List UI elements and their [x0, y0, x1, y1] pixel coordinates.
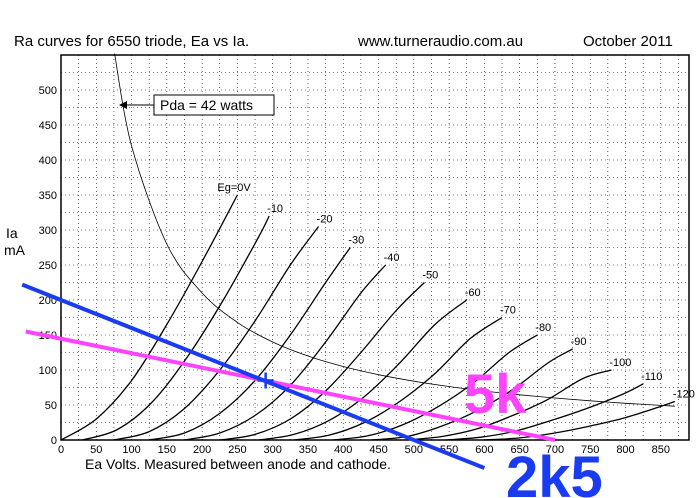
x-tick-label: 100 [122, 444, 140, 456]
x-tick-label: 500 [405, 444, 423, 456]
pda-arrowhead-icon [119, 101, 127, 109]
load-line [21, 282, 486, 470]
grid-curve-label: -20 [317, 214, 333, 226]
y-axis-label-ma: mA [4, 242, 26, 258]
load-line-2k5-label: 2k5 [506, 445, 603, 498]
x-axis-label: Ea Volts. Measured between anode and cat… [85, 456, 391, 472]
x-axis-ticks: 0 50 100 150 200 250 300 350 400 450 500 550 600 650 7… [58, 444, 670, 456]
x-tick-label: 850 [652, 444, 670, 456]
grid [61, 55, 689, 440]
grid-curve-label: Eg=0V [217, 182, 251, 194]
x-tick-label: 800 [616, 444, 634, 456]
grid-curve [258, 299, 468, 441]
y-tick-label: 100 [39, 365, 57, 377]
y-tick-label: 450 [39, 120, 57, 132]
load-lines [21, 282, 556, 470]
grid-curve-label: -80 [535, 322, 551, 334]
x-tick-label: 250 [228, 444, 246, 456]
y-axis-label-ia: Ia [6, 225, 18, 241]
grid-curve [332, 334, 538, 441]
grid-curve [484, 400, 676, 441]
grid-curve-label: -50 [422, 270, 438, 282]
y-tick-label: 400 [39, 155, 57, 167]
grid-curve-label: -90 [571, 336, 587, 348]
pda-curve [114, 53, 675, 407]
grid-curve-label: -10 [267, 203, 283, 215]
y-tick-label: 50 [45, 400, 57, 412]
grid-curve-label: -40 [384, 252, 400, 264]
operating-point-marker [257, 372, 274, 389]
x-tick-label: 300 [264, 444, 282, 456]
grid-curve [149, 247, 351, 441]
y-tick-label: 0 [51, 435, 57, 447]
grid-curve [293, 316, 503, 441]
load-line-5k-label: 5k [464, 362, 527, 425]
grid-curve-label: -100 [609, 357, 631, 369]
date-label: October 2011 [583, 33, 673, 50]
y-tick-label: 300 [39, 225, 57, 237]
x-tick-label: 750 [581, 444, 599, 456]
x-tick-label: 50 [90, 444, 102, 456]
y-tick-label: 250 [39, 260, 57, 272]
grid-curve-label: -60 [465, 287, 481, 299]
grid-curve [406, 369, 612, 441]
x-tick-label: 650 [510, 444, 528, 456]
x-tick-label: 200 [193, 444, 211, 456]
grid-curve-labels: Eg=0V -10 -20 -30 -40 -50 -60 -70 -80 -90 -100 -110… [217, 182, 695, 401]
grid-curve [82, 215, 270, 441]
grid-curve-label: -110 [641, 371, 662, 383]
grid-curve [445, 383, 644, 441]
grid-curve-label: -120 [673, 389, 695, 401]
pda-callout: Pda = 42 watts [119, 94, 275, 116]
website-label: www.turneraudio.com.au [357, 33, 523, 50]
x-tick-label: 700 [546, 444, 564, 456]
x-tick-label: 350 [299, 444, 317, 456]
y-tick-label: 350 [39, 190, 57, 202]
grid-curve-label: -30 [348, 235, 364, 247]
pda-label: Pda = 42 watts [160, 97, 253, 113]
chart-title: Ra curves for 6550 triode, Ea vs Ia. [14, 33, 249, 50]
grid-curve [219, 282, 425, 441]
y-tick-label: 500 [39, 85, 57, 97]
load-line [25, 329, 556, 442]
x-tick-label: 600 [475, 444, 493, 456]
x-tick-label: 450 [369, 444, 387, 456]
x-tick-label: 0 [58, 444, 64, 456]
grid-curve [60, 194, 238, 441]
x-tick-label: 400 [334, 444, 352, 456]
grid-curve-label: -70 [500, 305, 516, 317]
x-tick-label: 150 [158, 444, 176, 456]
